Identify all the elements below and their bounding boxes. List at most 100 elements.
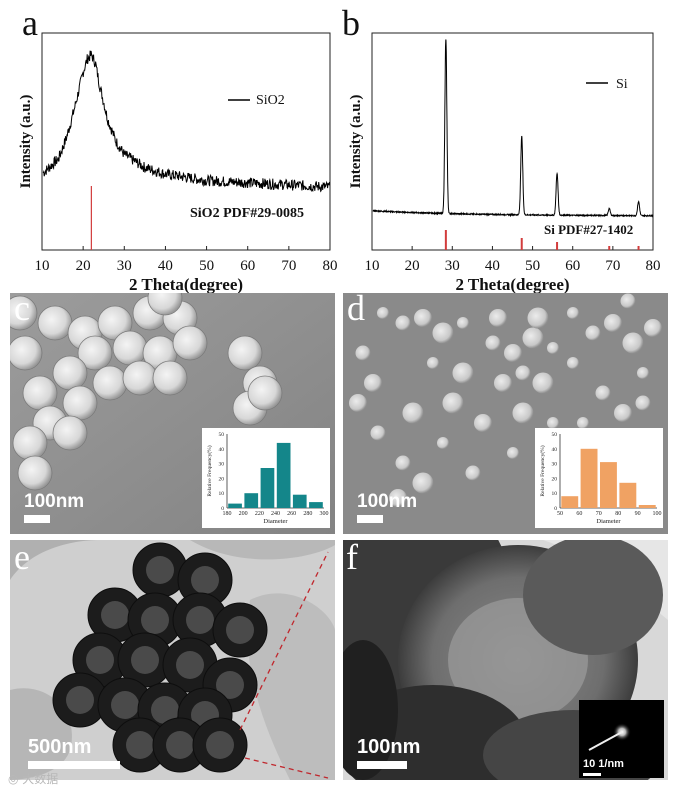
- nanosphere: [77, 335, 113, 371]
- nanosphere: [620, 293, 636, 309]
- histogram-inset-c: 180 200 220 240 260 280 300 0 10 20 30 40 50 Diameter…: [202, 428, 330, 528]
- nanosphere: [567, 357, 579, 369]
- y-axis-label: Relative Frequency(%): [539, 445, 546, 496]
- nanosphere: [122, 360, 158, 396]
- histogram-bar: [638, 505, 656, 508]
- watermark-text: 大数据: [22, 772, 59, 786]
- nanosphere: [585, 325, 601, 341]
- sem-image-c: 180 200 220 240 260 280 300 0 10 20 30 40 50 Diameter…: [10, 293, 335, 534]
- x-tick-label: 80: [615, 511, 621, 517]
- nanosphere: [604, 314, 622, 332]
- nanosphere: [515, 365, 531, 381]
- tem-particles-e: [10, 540, 335, 780]
- reference-label: Si PDF#27-1402: [544, 222, 633, 237]
- nanosphere: [547, 342, 559, 354]
- nanosphere: [635, 395, 651, 411]
- sphere-core: [151, 696, 179, 724]
- nanosphere: [427, 357, 439, 369]
- nanosphere: [52, 415, 88, 451]
- nanosphere: [522, 327, 544, 349]
- scale-bar-e: 500nm: [28, 736, 120, 769]
- nanosphere: [370, 425, 386, 441]
- sphere-core: [101, 601, 129, 629]
- y-tick-label: 50: [219, 432, 225, 438]
- nanosphere: [355, 345, 371, 361]
- nanosphere: [22, 375, 58, 411]
- histogram-bar: [580, 448, 598, 508]
- x-tick-label: 90: [635, 511, 641, 517]
- y-tick-label: 50: [552, 432, 558, 438]
- nanosphere: [112, 330, 148, 366]
- tem-image-f: 10 1/nm 100nm: [343, 540, 668, 780]
- sphere-core: [186, 606, 214, 634]
- histogram-bar: [600, 462, 617, 508]
- nanosphere: [474, 414, 492, 432]
- nanosphere: [364, 374, 382, 392]
- panel-label-d: d: [347, 288, 365, 328]
- y-axis-label: Intensity (a.u.): [18, 95, 34, 189]
- xrd-chart-b: 10 20 30 40 50 60 70 80 2 Theta(degree) Intensity…: [348, 32, 661, 294]
- nanosphere: [504, 344, 522, 362]
- x-axis-label: Diameter: [596, 518, 621, 525]
- sphere-core: [226, 616, 254, 644]
- nanosphere: [494, 374, 512, 392]
- histogram-bar: [561, 496, 579, 508]
- nanosphere: [172, 325, 208, 361]
- nanosphere: [10, 295, 38, 331]
- x-tick-label: 70: [281, 258, 296, 274]
- nanosphere: [152, 360, 188, 396]
- y-tick-label: 40: [552, 447, 558, 453]
- y-axis-label: Relative Frequency(%): [206, 445, 213, 496]
- x-axis-label: 2 Theta(degree): [129, 275, 243, 294]
- y-tick-label: 10: [552, 491, 558, 497]
- sphere-core: [141, 606, 169, 634]
- nanosphere: [349, 394, 367, 412]
- nanosphere: [395, 455, 411, 471]
- x-tick-label: 220: [255, 511, 264, 517]
- y-tick-label: 20: [552, 476, 558, 482]
- x-tick-label: 70: [605, 258, 620, 274]
- x-tick-label: 20: [76, 258, 91, 274]
- nanosphere: [614, 404, 632, 422]
- nanosphere: [577, 417, 589, 429]
- scale-bar-label-f: 100nm: [357, 736, 421, 758]
- nanosphere: [567, 307, 579, 319]
- histogram-bar: [276, 442, 291, 508]
- scale-bar-c: 100nm: [24, 491, 84, 523]
- x-tick-label: 260: [287, 511, 296, 517]
- histogram-bar: [244, 493, 259, 508]
- nanosphere: [92, 365, 128, 401]
- watermark: ◎ 大数据: [8, 770, 58, 787]
- scale-bar-f-inset: 10 1/nm: [583, 758, 624, 770]
- nanosphere: [395, 315, 411, 331]
- histogram-bar: [619, 482, 637, 508]
- x-tick-label: 280: [303, 511, 312, 517]
- nanosphere: [12, 425, 48, 461]
- nanosphere: [547, 417, 559, 429]
- nanosphere: [644, 319, 662, 337]
- sphere-core: [131, 646, 159, 674]
- legend-label: SiO2: [256, 93, 285, 108]
- y-tick-label: 0: [221, 506, 224, 512]
- sphere-core: [126, 731, 154, 759]
- scale-bar-label-c: 100nm: [24, 491, 85, 512]
- plot-frame: [371, 32, 654, 251]
- histogram-bar: [260, 468, 275, 508]
- x-tick-label: 60: [240, 258, 255, 274]
- scale-bar-label-d: 100nm: [357, 491, 418, 512]
- sem-particles-c: [10, 293, 335, 534]
- nanosphere: [452, 362, 474, 384]
- nanosphere: [432, 322, 454, 344]
- x-tick-label: 100: [653, 511, 662, 517]
- si-pattern-line: [372, 39, 654, 218]
- xrd-chart-a: 10 20 30 40 50 60 70 80 2 Theta(degree) Intensity…: [18, 32, 338, 294]
- x-tick-label: 50: [199, 258, 214, 274]
- x-tick-label: 30: [445, 258, 460, 274]
- y-tick-label: 10: [219, 491, 225, 497]
- nanosphere: [227, 335, 263, 371]
- x-tick-label: 20: [405, 258, 420, 274]
- y-tick-label: 40: [219, 447, 225, 453]
- y-tick-label: 0: [554, 506, 557, 512]
- x-tick-label: 180: [223, 511, 232, 517]
- x-tick-label: 50: [557, 511, 563, 517]
